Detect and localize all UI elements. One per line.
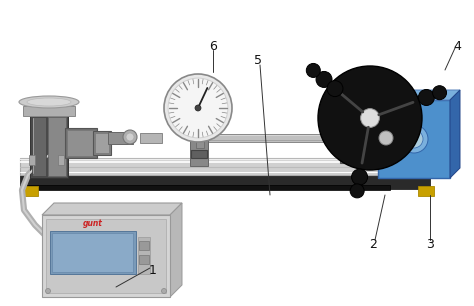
Bar: [340, 125, 368, 163]
Bar: [20, 158, 430, 175]
Bar: [32, 117, 46, 176]
Bar: [190, 138, 208, 166]
Bar: [93, 131, 111, 155]
Bar: [42, 215, 170, 297]
Text: 5: 5: [254, 54, 262, 66]
Bar: [29, 155, 35, 165]
Bar: [58, 155, 64, 165]
Circle shape: [352, 169, 367, 185]
Bar: [418, 186, 434, 196]
Bar: [342, 127, 366, 161]
Ellipse shape: [126, 133, 134, 141]
Text: 2: 2: [369, 237, 377, 251]
Bar: [138, 237, 150, 274]
Circle shape: [433, 86, 447, 100]
Bar: [139, 241, 149, 250]
Circle shape: [316, 71, 332, 88]
Circle shape: [162, 289, 166, 293]
Text: gunt: gunt: [83, 218, 103, 227]
Bar: [95, 133, 109, 153]
Bar: [23, 106, 75, 116]
Circle shape: [327, 80, 343, 97]
Bar: [30, 115, 68, 178]
Bar: [368, 131, 388, 145]
Ellipse shape: [27, 98, 71, 106]
Circle shape: [306, 63, 320, 77]
Circle shape: [361, 109, 379, 127]
Ellipse shape: [123, 130, 137, 144]
Text: 6: 6: [209, 39, 217, 53]
Bar: [378, 100, 450, 178]
Polygon shape: [378, 90, 460, 100]
Text: 4: 4: [453, 39, 461, 53]
Polygon shape: [42, 203, 182, 215]
Ellipse shape: [19, 96, 79, 108]
Bar: [50, 231, 136, 274]
Bar: [48, 117, 66, 176]
Bar: [139, 255, 149, 264]
Polygon shape: [170, 203, 182, 297]
Bar: [22, 186, 38, 196]
Circle shape: [419, 89, 434, 106]
Circle shape: [168, 78, 228, 138]
Bar: [191, 150, 207, 158]
Circle shape: [46, 289, 51, 293]
Text: 3: 3: [426, 237, 434, 251]
Bar: [20, 185, 390, 190]
Bar: [140, 133, 162, 143]
Ellipse shape: [379, 131, 393, 145]
Bar: [20, 175, 430, 189]
Bar: [46, 219, 166, 293]
Bar: [65, 128, 97, 158]
Circle shape: [164, 74, 232, 142]
Ellipse shape: [400, 125, 428, 153]
Bar: [67, 130, 95, 156]
Bar: [52, 233, 133, 272]
Text: 1: 1: [149, 263, 157, 277]
Bar: [195, 134, 355, 142]
Circle shape: [195, 105, 201, 111]
Polygon shape: [450, 90, 460, 178]
Circle shape: [318, 66, 422, 170]
Bar: [196, 138, 204, 148]
Circle shape: [350, 184, 364, 198]
Bar: [108, 132, 133, 144]
Ellipse shape: [405, 130, 423, 148]
